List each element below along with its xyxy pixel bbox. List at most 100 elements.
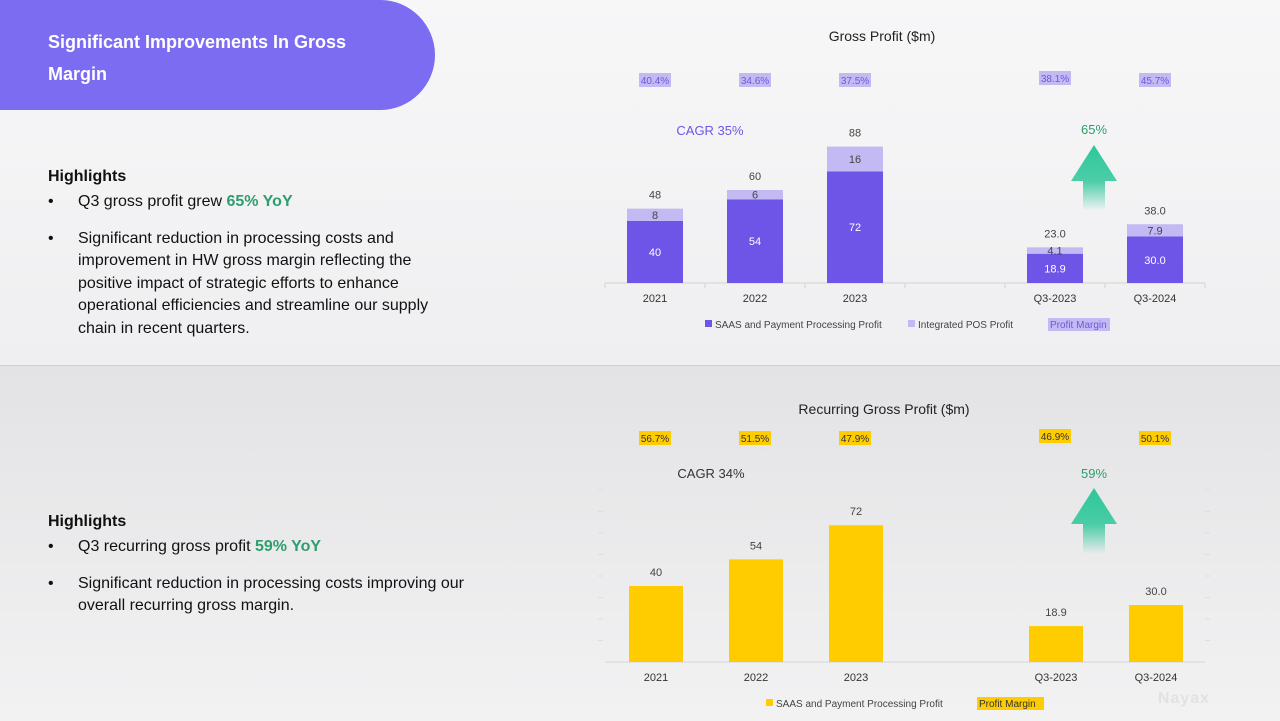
- bar-pos-2023: [827, 146, 883, 172]
- margin-badge-bg: [1039, 429, 1071, 443]
- growth-arrow-bottom: [1071, 488, 1117, 554]
- profit-margin-label: 51.5%: [741, 434, 769, 445]
- profit-margin-label: 47.9%: [841, 434, 869, 445]
- chart-title: Recurring Gross Profit ($m): [798, 401, 969, 417]
- margin-badge-bg: [1139, 431, 1171, 445]
- data-label-saas: 54: [749, 236, 761, 248]
- profit-margin-label: 46.9%: [1041, 432, 1069, 443]
- legend-swatch-saas: [766, 699, 773, 706]
- data-label-pos: 7.9: [1147, 225, 1162, 237]
- tick-label: 2022: [743, 293, 767, 305]
- tick-label: 2022: [744, 672, 768, 684]
- growth-arrow-top: [1071, 145, 1117, 211]
- data-label-total: 38.0: [1144, 205, 1165, 217]
- bar-saas-Q3-2024: [1129, 605, 1183, 662]
- data-label-total: 48: [649, 190, 661, 202]
- growth-label: 59%: [1081, 466, 1107, 481]
- bar-pos-Q3-2023: [1027, 247, 1083, 254]
- bar-pos-2022: [727, 190, 783, 200]
- legend-swatch-margin: [977, 697, 1044, 710]
- highlights-list-bottom: Q3 recurring gross profit 59% YoY Signif…: [48, 536, 468, 632]
- title-banner: Significant Improvements In Gross Margin: [0, 0, 435, 110]
- bullet-gross-profit-growth: Q3 gross profit grew 65% YoY: [48, 191, 448, 214]
- tick-label: Q3-2024: [1134, 293, 1177, 305]
- growth-arrow-icon: [1071, 145, 1117, 211]
- data-label-pos: 16: [849, 154, 861, 166]
- data-label-total: 60: [749, 171, 761, 183]
- cagr-label: CAGR 35%: [676, 123, 744, 138]
- recurring-gross-profit-chart: Recurring Gross Profit ($m) 40 2021 56.7% 54…: [598, 401, 1210, 710]
- data-label: 40: [650, 567, 662, 579]
- bar-saas-2022: [729, 559, 783, 662]
- data-label: 18.9: [1045, 607, 1066, 619]
- legend-saas: SAAS and Payment Processing Profit: [715, 320, 882, 331]
- bar-saas-Q3-2023: [1027, 253, 1083, 283]
- bar-saas-Q3-2024: [1127, 236, 1183, 283]
- margin-badge-bg: [839, 431, 871, 445]
- data-label-pos: 8: [652, 210, 658, 222]
- profit-margin-label: 45.7%: [1141, 76, 1169, 87]
- data-label-pos: 4.1: [1047, 246, 1062, 258]
- legend-swatch-saas: [705, 320, 712, 327]
- data-label-saas: 18.9: [1044, 263, 1065, 275]
- margin-badge-bg: [639, 431, 671, 445]
- bar-pos-Q3-2024: [1127, 224, 1183, 237]
- chart-title: Gross Profit ($m): [829, 28, 936, 44]
- data-label-pos: 6: [752, 190, 758, 202]
- tick-label: 2021: [644, 672, 668, 684]
- watermark-logo: Nayax: [1157, 690, 1210, 707]
- data-label-saas: 40: [649, 247, 661, 259]
- profit-margin-label: 40.4%: [641, 76, 669, 87]
- data-label: 72: [850, 506, 862, 518]
- data-label-total: 23.0: [1044, 228, 1065, 240]
- margin-badge-bg: [1039, 71, 1071, 85]
- legend-pos: Integrated POS Profit: [918, 320, 1013, 331]
- highlights-heading-bottom: Highlights: [48, 513, 127, 530]
- growth-arrow-icon: [1071, 488, 1117, 554]
- profit-margin-label: 56.7%: [641, 434, 669, 445]
- bar-saas-2021: [629, 586, 683, 662]
- bullet-processing-costs: Significant reduction in processing cost…: [48, 228, 448, 341]
- data-label: 30.0: [1145, 586, 1166, 598]
- cagr-label: CAGR 34%: [677, 466, 745, 481]
- tick-label: Q3-2023: [1035, 672, 1078, 684]
- growth-label: 65%: [1081, 122, 1107, 137]
- legend-margin: Profit Margin: [979, 699, 1036, 710]
- highlights-list-top: Q3 gross profit grew 65% YoY Significant…: [48, 191, 448, 354]
- growth-emphasis: 59% YoY: [254, 538, 322, 555]
- legend-swatch-pos: [908, 320, 915, 327]
- bar-saas-Q3-2023: [1029, 626, 1083, 662]
- data-label-total: 88: [849, 128, 861, 140]
- margin-badge-bg: [639, 73, 671, 87]
- margin-badge-bg: [839, 73, 871, 87]
- profit-margin-label: 50.1%: [1141, 434, 1169, 445]
- highlights-heading-top: Highlights: [48, 168, 127, 185]
- legend-margin: Profit Margin: [1050, 320, 1107, 331]
- tick-label: 2021: [643, 293, 667, 305]
- tick-label: 2023: [844, 672, 868, 684]
- bullet-recurring-growth: Q3 recurring gross profit 59% YoY: [48, 536, 468, 559]
- legend-swatch-margin: [1048, 318, 1110, 331]
- bullet-recurring-margin: Significant reduction in processing cost…: [48, 573, 468, 618]
- page-title: Significant Improvements In Gross Margin: [48, 32, 347, 84]
- bar-saas-2021: [627, 221, 683, 283]
- profit-margin-label: 37.5%: [841, 76, 869, 87]
- tick-label: Q3-2024: [1135, 672, 1178, 684]
- profit-margin-label: 38.1%: [1041, 74, 1069, 85]
- tick-label: Q3-2023: [1034, 293, 1077, 305]
- growth-emphasis: 65% YoY: [226, 193, 293, 210]
- gross-profit-chart: Gross Profit ($m) 40 8 48 2021 40.4% 54 6 60 2022…: [604, 28, 1206, 331]
- bar-saas-2022: [727, 199, 783, 283]
- data-label-saas: 72: [849, 222, 861, 234]
- legend-saas: SAAS and Payment Processing Profit: [776, 699, 943, 710]
- data-label: 54: [750, 540, 762, 552]
- margin-badge-bg: [739, 73, 771, 87]
- profit-margin-label: 34.6%: [741, 76, 769, 87]
- bar-saas-2023: [829, 525, 883, 662]
- tick-label: 2023: [843, 293, 867, 305]
- data-label-saas: 30.0: [1144, 255, 1165, 267]
- bar-pos-2021: [627, 208, 683, 221]
- margin-badge-bg: [1139, 73, 1171, 87]
- margin-badge-bg: [739, 431, 771, 445]
- bar-saas-2023: [827, 171, 883, 283]
